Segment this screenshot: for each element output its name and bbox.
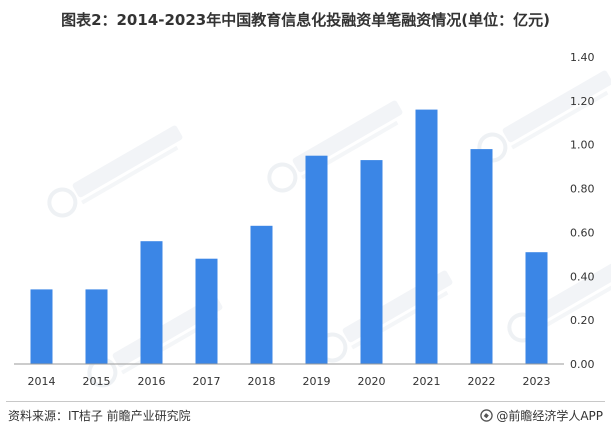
x-tick-label-2016: 2016 (138, 375, 166, 388)
x-tick-label-2021: 2021 (413, 375, 441, 388)
chart-title: 图表2：2014-2023年中国教育信息化投融资单笔融资情况(单位：亿元) (61, 11, 550, 29)
x-tick-label-2019: 2019 (303, 375, 331, 388)
y-tick-labels: 0.00 0.20 0.40 0.60 0.80 1.00 1.20 1.40 (570, 51, 595, 371)
x-tick-label-2023: 2023 (523, 375, 551, 388)
bar-2022 (470, 149, 493, 364)
bar-2017 (195, 258, 218, 364)
bar-2023 (525, 252, 548, 364)
x-tick-labels: 2014 2015 2016 2017 2018 2019 2020 2021 2022 2023 (28, 375, 551, 388)
x-tick-label-2014: 2014 (28, 375, 56, 388)
bar-2021 (415, 109, 438, 364)
bar-2016 (140, 241, 163, 364)
y-tick-label-1: 0.20 (570, 314, 595, 327)
brand-text: @前瞻经济学人APP (496, 409, 603, 423)
bar-2014 (30, 289, 53, 364)
y-tick-label-7: 1.40 (570, 51, 595, 64)
y-tick-label-4: 0.80 (570, 183, 595, 196)
bar-2020 (360, 160, 383, 364)
bar-2018 (250, 225, 273, 364)
y-tick-label-2: 0.40 (570, 270, 595, 283)
x-tick-label-2018: 2018 (248, 375, 276, 388)
brand-credit: @前瞻经济学人APP (480, 407, 603, 424)
bar-group (30, 109, 548, 364)
watermark-mark-0 (47, 125, 183, 218)
x-tick-label-2017: 2017 (193, 375, 221, 388)
x-tick-label-2022: 2022 (468, 375, 496, 388)
bar-2019 (305, 155, 328, 364)
x-tick-label-2015: 2015 (83, 375, 111, 388)
y-tick-label-6: 1.20 (570, 95, 595, 108)
source-note: 资料来源：IT桔子 前瞻产业研究院 (8, 409, 191, 423)
footer-divider (6, 401, 605, 402)
watermark-mark-5 (507, 250, 611, 343)
bar-2015 (85, 289, 108, 364)
y-tick-label-0: 0.00 (570, 358, 595, 371)
y-tick-label-3: 0.60 (570, 226, 595, 239)
watermark-mark-1 (267, 100, 403, 193)
y-tick-label-5: 1.00 (570, 139, 595, 152)
x-tick-label-2020: 2020 (358, 375, 386, 388)
brand-logo-icon (480, 409, 494, 422)
